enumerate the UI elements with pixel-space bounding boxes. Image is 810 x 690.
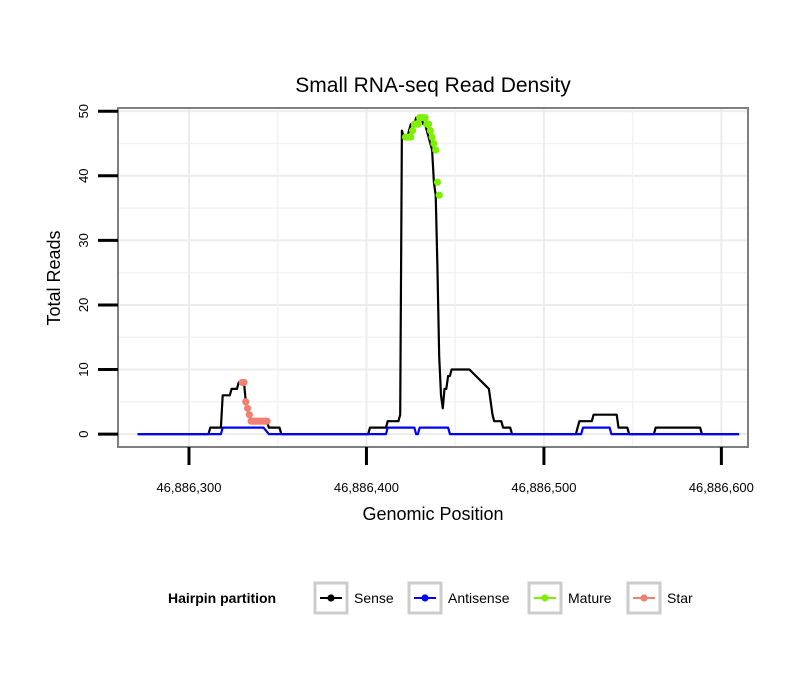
chart-title: Small RNA-seq Read Density	[295, 74, 571, 97]
data-point-mature	[430, 139, 438, 148]
data-point-star	[240, 378, 248, 387]
legend-label-antisense: Antisense	[448, 590, 510, 606]
y-tick-label: 50	[76, 104, 91, 118]
x-tick-label: 46,886,400	[334, 480, 399, 495]
data-point-star	[243, 404, 252, 412]
x-tick-label: 46,886,500	[511, 480, 576, 495]
legend-key-point-mature	[541, 594, 549, 602]
data-point-star	[245, 411, 253, 419]
data-point-mature	[407, 133, 415, 141]
legend-label-mature: Mature	[568, 590, 612, 606]
legend-key-point-antisense	[421, 594, 429, 602]
plot-layer: 0 10 20 30 40 50 46,886,300 46,886,400 46,886,50…	[76, 104, 754, 495]
legend-label-sense: Sense	[354, 590, 394, 606]
y-tick-label: 30	[76, 233, 91, 247]
legend: Hairpin partition Sense Antisense Mature St…	[168, 581, 693, 615]
data-point-mature	[414, 120, 422, 128]
y-axis-label: Total Reads	[44, 230, 64, 325]
data-point-mature	[408, 127, 417, 135]
data-point-mature	[433, 178, 442, 186]
legend-title: Hairpin partition	[168, 590, 276, 606]
x-axis-label: Genomic Position	[362, 504, 503, 524]
legend-key-point-star	[640, 594, 648, 602]
y-tick-label: 40	[76, 169, 91, 183]
y-tick-label: 20	[76, 298, 91, 312]
data-point-mature	[428, 133, 436, 141]
plot-border	[117, 107, 749, 448]
data-point-mature	[424, 120, 433, 128]
y-tick-label: 0	[76, 430, 91, 437]
series-line-antisense	[137, 426, 740, 436]
legend-label-star: Star	[667, 590, 693, 606]
data-point-star	[242, 398, 250, 406]
data-point-star	[263, 417, 271, 425]
data-point-mature	[426, 127, 434, 135]
data-point-mature	[435, 191, 443, 199]
data-point-mature	[421, 114, 429, 122]
legend-key-point-sense	[327, 594, 335, 602]
x-tick-label: 46,886,300	[156, 480, 221, 495]
y-tick-label: 10	[76, 362, 91, 376]
data-point-mature	[432, 146, 440, 154]
x-tick-label: 46,886,600	[689, 480, 754, 495]
